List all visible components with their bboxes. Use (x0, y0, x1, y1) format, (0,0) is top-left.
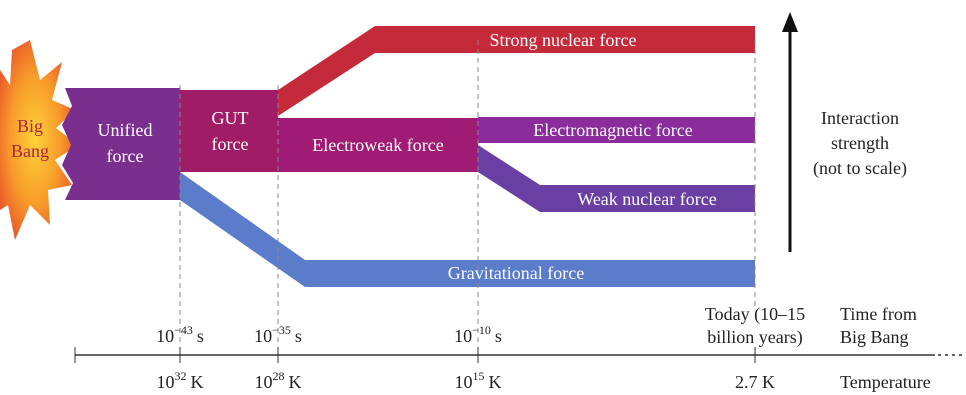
temperature-mark: 2.7 K (735, 372, 775, 392)
strength-label: (not to scale) (813, 158, 907, 179)
electromagnetic-label: Electromagnetic force (533, 120, 692, 140)
strong-label: Strong nuclear force (490, 30, 637, 50)
time-axis (75, 347, 966, 363)
big-bang-label: Big (17, 116, 43, 136)
weak-label: Weak nuclear force (577, 189, 716, 209)
unified-label: force (107, 146, 144, 166)
gut-label: force (212, 134, 249, 154)
big-bang-label: Bang (11, 141, 49, 161)
diagram: Big Bang Unified force GUT force Electro… (0, 0, 966, 395)
today-label: billion years) (707, 327, 802, 348)
gut-band (180, 90, 278, 172)
gut-label: GUT (212, 108, 249, 128)
gravitational-label: Gravitational force (448, 263, 584, 283)
electroweak-label: Electroweak force (312, 135, 443, 155)
unified-label: Unified (98, 120, 153, 140)
big-bang-burst (0, 40, 78, 240)
time-axis-label: Big Bang (840, 327, 909, 347)
today-label: Today (10–15 (705, 304, 805, 325)
unified-band (62, 88, 180, 200)
temperature-axis-label: Temperature (840, 372, 931, 392)
time-axis-label: Time from (840, 304, 917, 324)
strength-label: strength (831, 133, 889, 153)
strength-arrow-head (782, 12, 798, 32)
strength-label: Interaction (821, 108, 899, 128)
